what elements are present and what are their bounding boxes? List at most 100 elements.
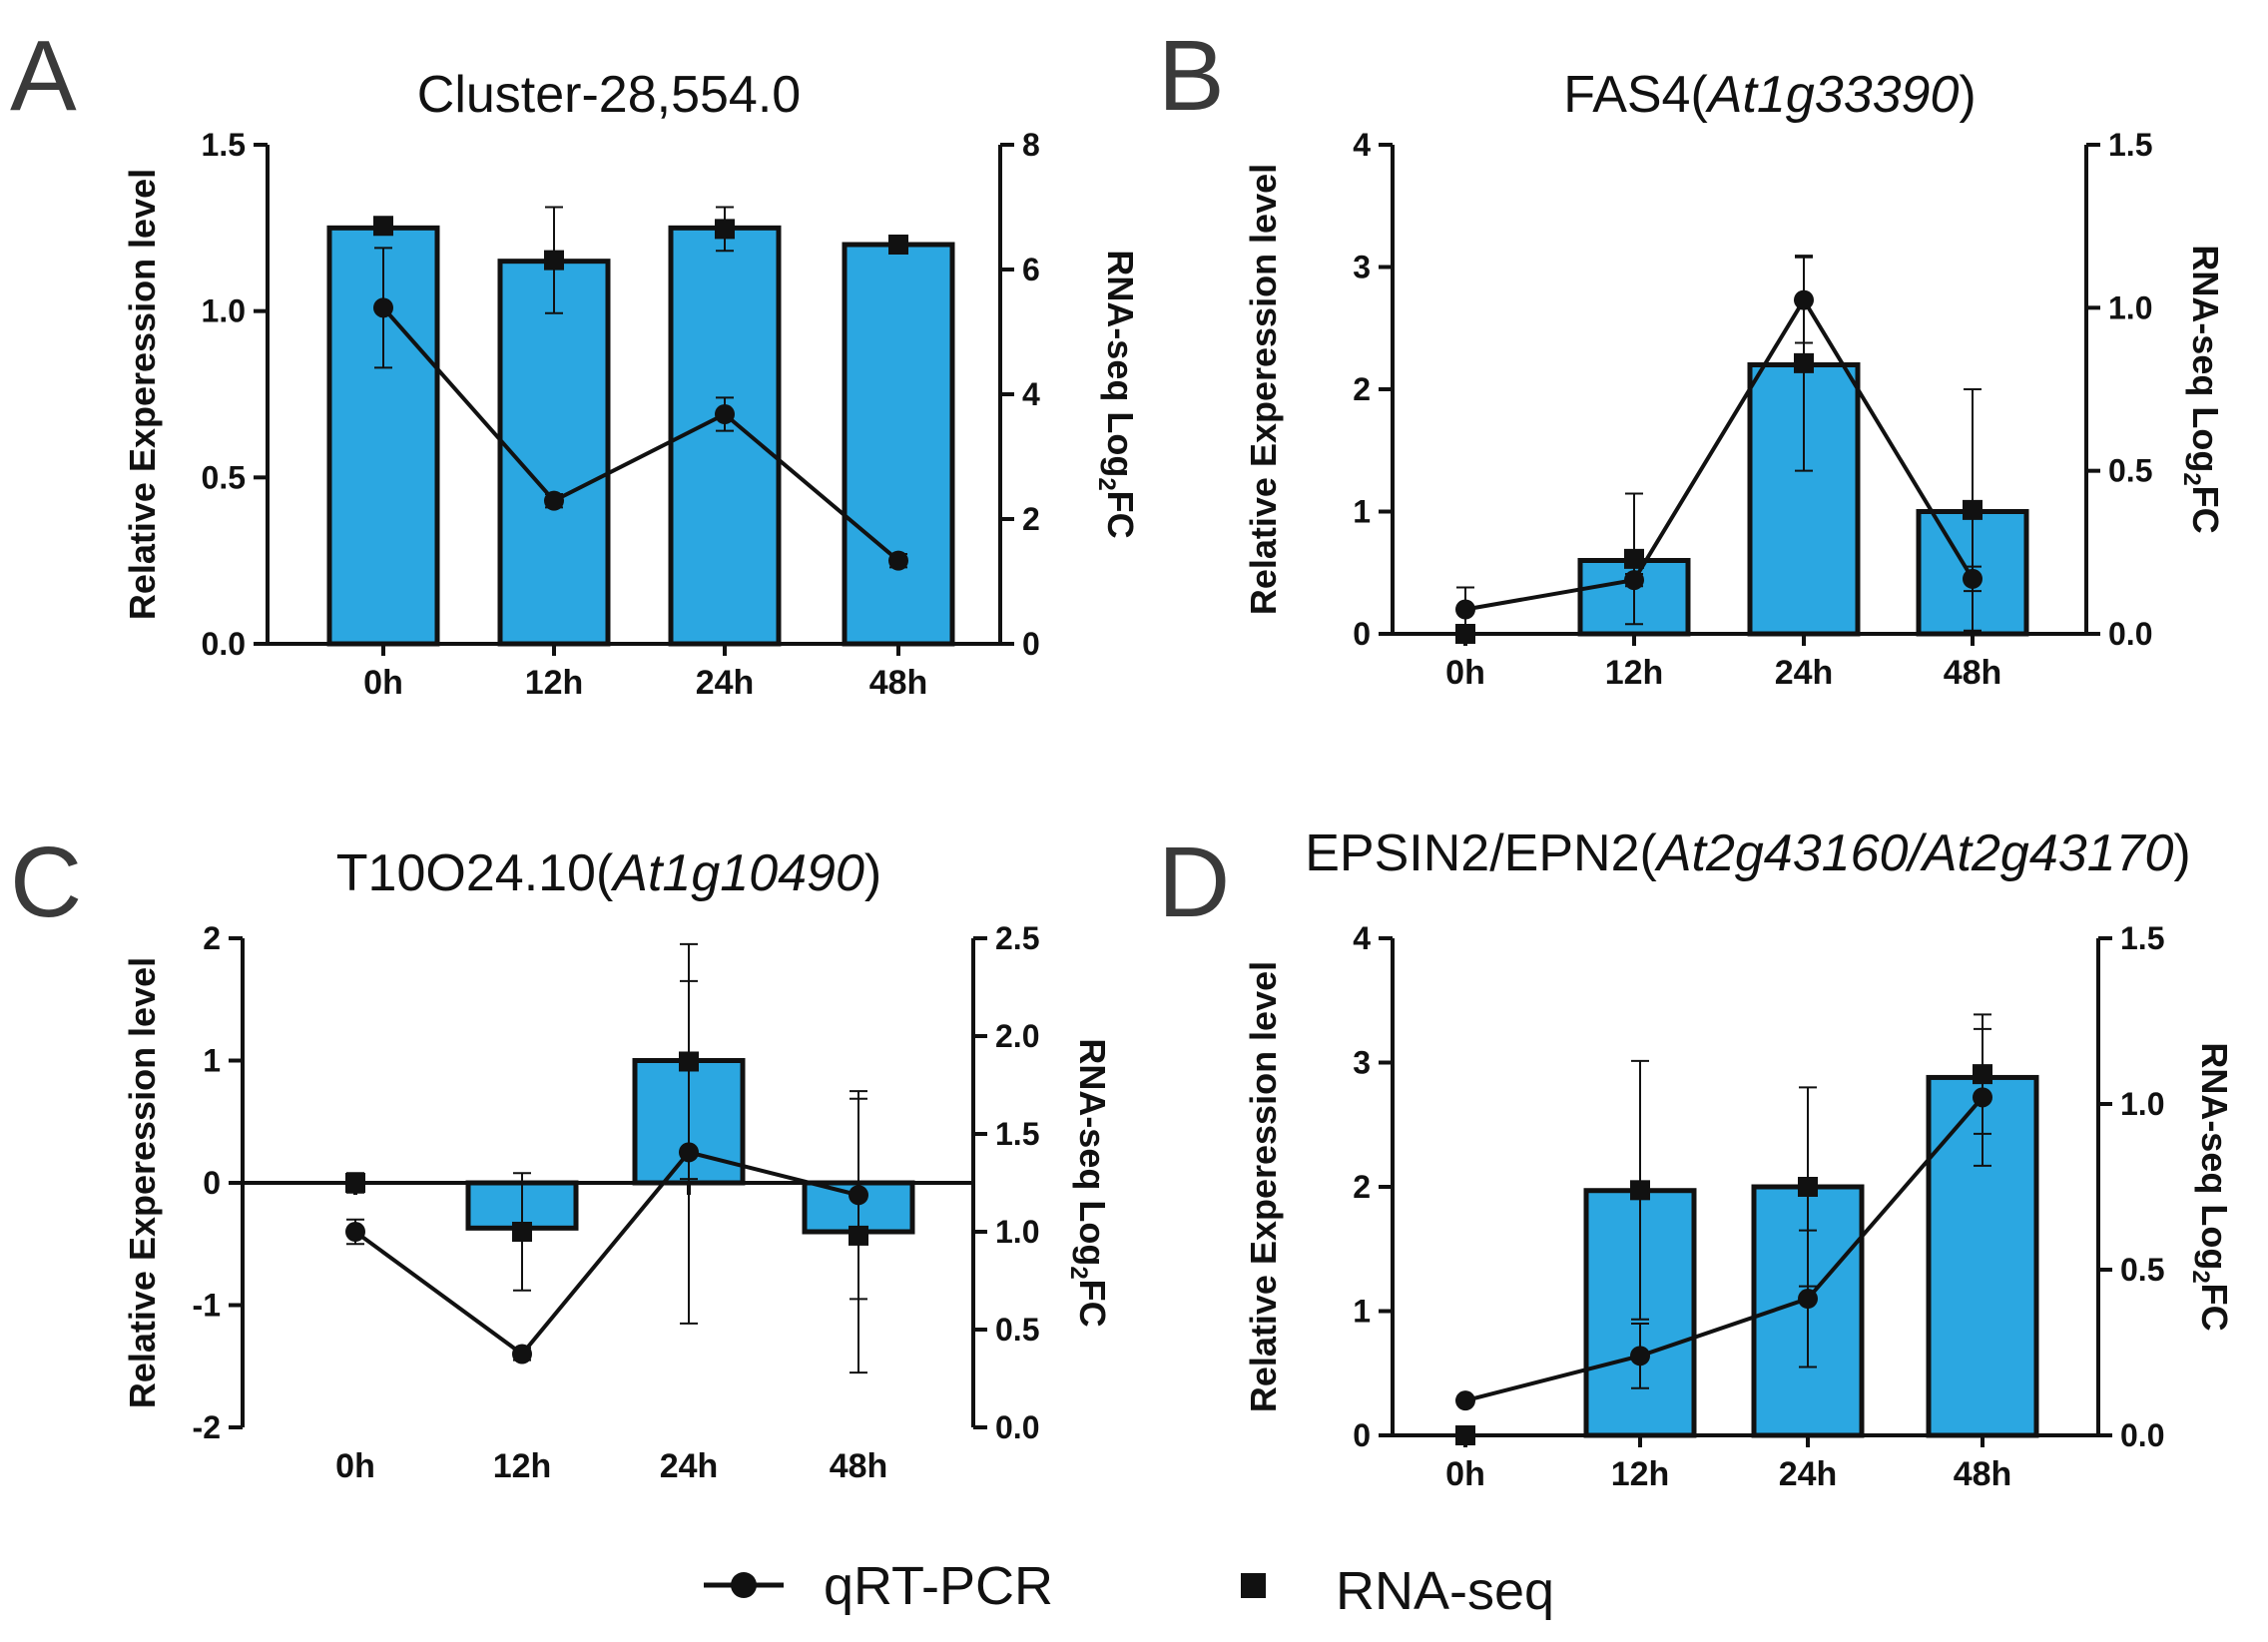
qrt-pcr-point-b-0h [1455, 599, 1475, 620]
qrt-pcr-point-d-48h [1973, 1087, 1992, 1108]
chart-title-b: FAS4(At1g33390) [1563, 66, 1976, 124]
y-tick-label-right-a-2: 4 [1022, 376, 1040, 412]
rna-seq-point-d-24h [1798, 1177, 1818, 1197]
rna-seq-point-a-48h [888, 235, 908, 255]
bar-a-12h [497, 259, 611, 647]
y-tick-label-right-b-1: 0.5 [2108, 453, 2152, 489]
rna-seq-point-a-24h [715, 219, 735, 240]
y-axis-label-left-d: Relative Experession level [1243, 961, 1284, 1412]
y-tick-label-left-c-4: 2 [203, 920, 221, 956]
y-tick-label-right-b-0: 0.0 [2108, 616, 2152, 652]
panels: A Cluster-28,554.0 0.0 0.5 1.0 1.5 0 2 4 6 8 Relati… [10, 20, 2235, 1493]
x-tick-label-d-48h: 48h [1954, 1455, 2012, 1493]
y-tick-label-right-d-1: 0.5 [2120, 1252, 2164, 1288]
x-tick-label-a-24h: 24h [696, 664, 755, 702]
x-tick-label-a-0h: 0h [363, 664, 403, 702]
y-axis-label-left-c: Relative Experession level [122, 957, 163, 1408]
qrt-pcr-point-c-0h [345, 1222, 365, 1242]
x-tick-label-b-0h: 0h [1445, 654, 1485, 692]
y-tick-label-left-d-2: 2 [1353, 1169, 1371, 1205]
chart-panel-c: C T10O24.10(At1g10490) -2 -1 0 1 2 0.0 0.5 1.0 1.5… [10, 826, 1113, 1485]
chart-panel-b: B FAS4(At1g33390) 0 1 2 3 4 0.0 0.5 1.0 1.5 Relativ… [1158, 20, 2226, 692]
legend-rna-seq-square-icon [1241, 1573, 1266, 1598]
y-tick-label-right-b-3: 1.5 [2108, 127, 2152, 163]
chart-title-c: T10O24.10(At1g10490) [336, 844, 881, 902]
y-tick-label-left-b-4: 4 [1353, 127, 1371, 163]
qrt-pcr-line-a [381, 306, 900, 563]
chart-title-d: EPSIN2/EPN2(At2g43160/At2g43170) [1305, 824, 2191, 882]
x-tick-label-c-12h: 12h [493, 1447, 552, 1485]
y-tick-label-right-c-1: 0.5 [995, 1312, 1039, 1348]
x-tick-label-d-0h: 0h [1445, 1455, 1485, 1493]
legend-label-qrt-pcr: qRT-PCR [824, 1556, 1053, 1616]
y-tick-label-right-c-0: 0.0 [995, 1409, 1039, 1445]
rna-seq-point-b-0h [1455, 624, 1475, 644]
y-tick-label-right-c-4: 2.0 [995, 1018, 1039, 1054]
y-tick-label-left-b-1: 1 [1353, 494, 1371, 530]
rna-seq-point-c-24h [679, 1051, 699, 1072]
x-tick-label-d-24h: 24h [1779, 1455, 1838, 1493]
y-tick-label-right-d-3: 1.5 [2120, 920, 2164, 956]
x-tick-label-d-12h: 12h [1611, 1455, 1670, 1493]
rna-seq-point-d-0h [1455, 1425, 1475, 1445]
qrt-pcr-point-d-24h [1798, 1289, 1818, 1310]
y-tick-label-left-c-2: 0 [203, 1165, 221, 1201]
y-tick-label-left-a-0: 0.0 [202, 626, 246, 662]
y-tick-label-right-c-3: 1.5 [995, 1116, 1039, 1152]
bar-a-0h [326, 225, 440, 647]
legend-qrt-pcr-circle-icon [731, 1572, 757, 1598]
rna-seq-point-d-12h [1630, 1180, 1650, 1201]
y-tick-label-right-a-4: 8 [1022, 127, 1040, 163]
rna-seq-point-b-12h [1624, 548, 1644, 569]
qrt-pcr-point-c-12h [512, 1344, 532, 1365]
rna-seq-point-b-24h [1794, 352, 1814, 373]
qrt-pcr-point-a-0h [373, 297, 393, 318]
y-tick-label-right-b-2: 1.0 [2108, 289, 2152, 325]
y-axis-label-right-b: RNA-seq Log2FC [2178, 245, 2226, 533]
qrt-pcr-line-c [353, 1150, 859, 1358]
panel-letter-d: D [1158, 826, 1230, 938]
x-tick-label-c-0h: 0h [335, 1447, 375, 1485]
chart-title-a: Cluster-28,554.0 [417, 66, 801, 124]
legend: qRT-PCR RNA-seq [704, 1556, 1554, 1621]
x-tick-label-c-48h: 48h [830, 1447, 888, 1485]
y-tick-label-left-c-3: 1 [203, 1043, 221, 1079]
y-tick-label-left-c-0: -2 [193, 1409, 221, 1445]
y-tick-label-right-d-0: 0.0 [2120, 1417, 2164, 1453]
x-tick-label-a-48h: 48h [869, 664, 928, 702]
panel-letter-b: B [1158, 20, 1225, 132]
x-tick-label-b-24h: 24h [1775, 654, 1834, 692]
y-tick-label-right-a-3: 6 [1022, 252, 1040, 287]
y-tick-label-left-a-2: 1.0 [202, 293, 246, 329]
y-axis-label-right-a: RNA-seq Log2FC [1093, 250, 1141, 538]
y-tick-label-left-b-0: 0 [1353, 616, 1371, 652]
y-tick-label-left-d-4: 4 [1353, 920, 1371, 956]
y-tick-label-right-c-5: 2.5 [995, 920, 1039, 956]
qrt-pcr-line-b [1464, 295, 1975, 612]
x-tick-label-a-12h: 12h [525, 664, 584, 702]
bar-a-24h [668, 225, 782, 647]
x-tick-label-b-12h: 12h [1605, 654, 1664, 692]
y-axis-label-right-d: RNA-seq Log2FC [2187, 1042, 2235, 1331]
rna-seq-point-c-48h [849, 1225, 868, 1246]
rna-seq-point-c-0h [345, 1173, 365, 1193]
x-tick-label-b-48h: 48h [1944, 654, 2002, 692]
rna-seq-point-a-12h [544, 250, 564, 271]
qrt-pcr-point-c-24h [679, 1142, 699, 1163]
qrt-pcr-point-c-48h [849, 1185, 868, 1206]
y-tick-label-right-a-0: 0 [1022, 626, 1040, 662]
y-tick-label-left-b-3: 3 [1353, 250, 1371, 285]
legend-item-qrt-pcr: qRT-PCR [704, 1556, 1053, 1616]
rna-seq-point-a-0h [373, 216, 393, 237]
legend-label-rna-seq: RNA-seq [1336, 1561, 1554, 1621]
rna-seq-point-d-48h [1973, 1064, 1992, 1085]
y-axis-label-left-b: Relative Experession level [1243, 164, 1284, 615]
y-tick-label-left-d-1: 1 [1353, 1294, 1371, 1330]
qrt-pcr-point-d-12h [1630, 1346, 1650, 1367]
y-tick-label-right-d-2: 1.0 [2120, 1086, 2164, 1122]
y-axis-label-left-a: Relative Experession level [122, 169, 163, 620]
y-tick-label-right-a-1: 2 [1022, 501, 1040, 537]
qrt-pcr-point-d-0h [1455, 1390, 1475, 1411]
qrt-pcr-point-a-48h [888, 550, 908, 571]
